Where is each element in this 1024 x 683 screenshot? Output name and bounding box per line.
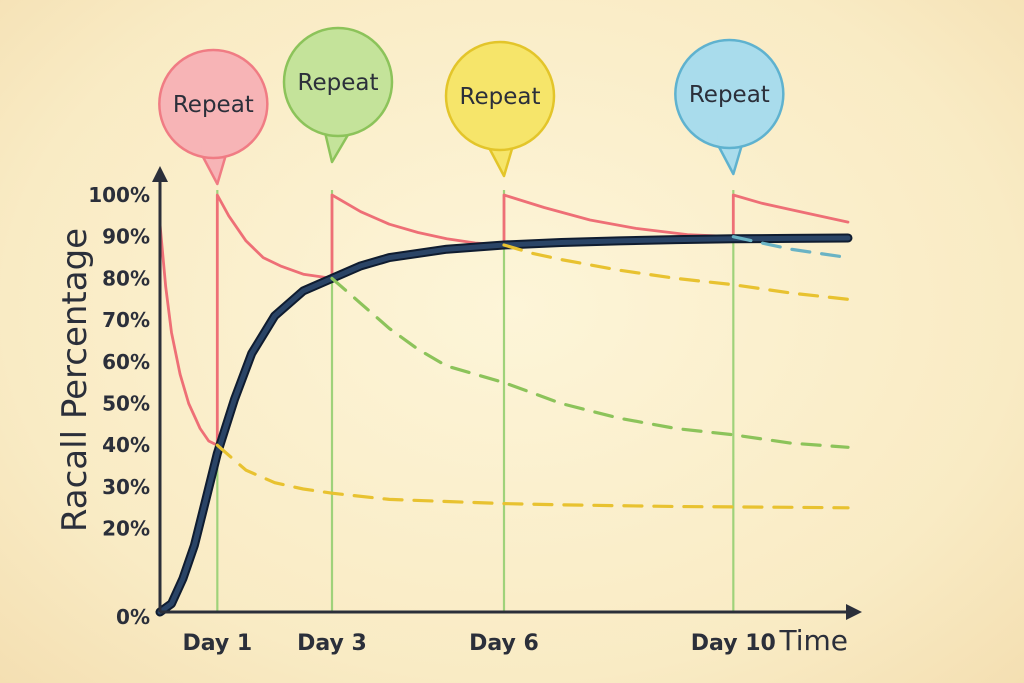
x-axis-label: Time bbox=[778, 624, 848, 657]
repeat-bubble-join-3 bbox=[488, 136, 512, 146]
repeat-bubble-join-4 bbox=[717, 134, 742, 144]
series-line-3 bbox=[215, 443, 850, 510]
label-layer: Racall Percentage Time bbox=[55, 228, 848, 657]
y-axis-arrow bbox=[152, 166, 168, 182]
y-tick-label-5: 50% bbox=[102, 392, 150, 416]
repeat-bubble-circle-2 bbox=[282, 26, 394, 138]
tick-label-layer: 0% 20% 30% 40% 50% 60% 70% 80% 90% 100% Day 1 Day 3… bbox=[88, 183, 776, 656]
y-tick-label-7: 70% bbox=[102, 308, 150, 332]
series-line-5 bbox=[502, 243, 850, 301]
y-tick-label-6: 60% bbox=[102, 350, 150, 374]
series-line-4 bbox=[330, 276, 850, 449]
y-axis-label: Racall Percentage bbox=[55, 228, 95, 532]
series-layer bbox=[155, 193, 853, 617]
repeat-bubble-4: Repeat bbox=[674, 38, 785, 176]
repeat-bubble-1: Repeat bbox=[158, 48, 269, 186]
repeat-bubble-circle-4 bbox=[674, 38, 785, 150]
y-tick-label-10: 100% bbox=[88, 183, 150, 207]
repeat-bubble-circle-1 bbox=[158, 48, 269, 160]
repeat-bubble-label-2: Repeat bbox=[298, 70, 379, 96]
series-line-6 bbox=[731, 235, 850, 260]
repeat-bubble-join-2 bbox=[326, 122, 350, 132]
x-tick-label-2: Day 3 bbox=[297, 631, 367, 656]
repeat-marker-layer bbox=[216, 190, 735, 612]
x-tick-label-4: Day 10 bbox=[691, 631, 776, 656]
y-tick-label-9: 90% bbox=[102, 225, 150, 249]
x-axis-arrow bbox=[846, 604, 862, 620]
y-tick-label-8: 80% bbox=[102, 266, 150, 290]
repeat-bubble-label-3: Repeat bbox=[460, 84, 541, 110]
repeat-bubble-3: Repeat bbox=[444, 40, 556, 178]
y-tick-label-4: 40% bbox=[102, 433, 150, 457]
repeat-bubble-layer: Repeat Repeat Repeat Repeat bbox=[158, 26, 785, 186]
repeat-bubble-label-4: Repeat bbox=[689, 82, 770, 108]
y-tick-label-3: 30% bbox=[102, 475, 150, 499]
repeat-bubble-2: Repeat bbox=[282, 26, 394, 164]
axis-layer bbox=[152, 166, 862, 620]
repeat-bubble-join-1 bbox=[201, 144, 226, 154]
y-tick-label-1: 0% bbox=[116, 605, 150, 629]
repeat-bubble-circle-3 bbox=[444, 40, 556, 152]
repeat-bubble-label-1: Repeat bbox=[173, 92, 254, 118]
x-tick-label-3: Day 6 bbox=[469, 631, 539, 656]
x-tick-label-1: Day 1 bbox=[182, 631, 252, 656]
y-tick-label-2: 20% bbox=[102, 517, 150, 541]
